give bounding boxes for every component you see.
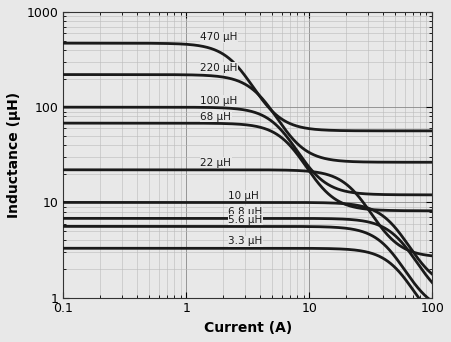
Text: 220 μH: 220 μH xyxy=(200,63,238,73)
Text: 68 μH: 68 μH xyxy=(200,112,231,122)
Y-axis label: Inductance (μH): Inductance (μH) xyxy=(7,92,21,218)
Text: 10 μH: 10 μH xyxy=(228,190,259,200)
Text: 5.6 μH: 5.6 μH xyxy=(228,214,262,225)
Text: 3.3 μH: 3.3 μH xyxy=(228,236,262,246)
Text: 6.8 μH: 6.8 μH xyxy=(228,207,262,216)
Text: 100 μH: 100 μH xyxy=(200,96,238,106)
Text: 22 μH: 22 μH xyxy=(200,158,231,168)
Text: 470 μH: 470 μH xyxy=(200,32,238,42)
X-axis label: Current (A): Current (A) xyxy=(203,321,292,335)
